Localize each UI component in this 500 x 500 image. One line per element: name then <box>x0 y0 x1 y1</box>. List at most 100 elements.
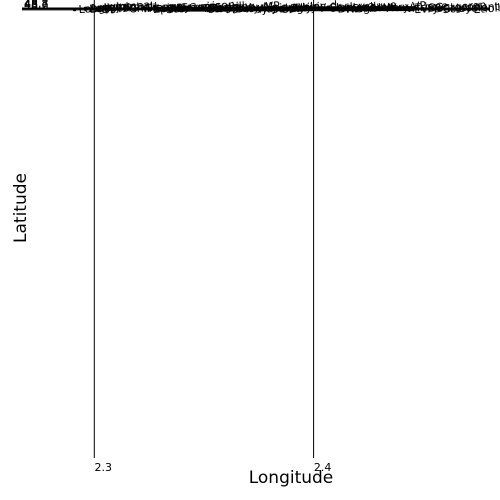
place-dot <box>83 7 88 11</box>
place-label: Montgeron <box>427 0 487 16</box>
place-label: Antony <box>89 0 129 15</box>
place-dot <box>147 7 151 11</box>
place-dot <box>140 6 145 11</box>
place-label: Evry <box>414 2 440 17</box>
place-marker: Longpont <box>72 0 131 16</box>
place-dot <box>322 6 327 11</box>
y-axis-title: Latitude <box>11 173 31 243</box>
place-label: Longpont <box>78 0 131 16</box>
place-label: Villiers <box>102 0 140 16</box>
place-dot <box>265 7 270 12</box>
place-marker: Wissous <box>136 0 187 15</box>
place-dot <box>340 7 344 12</box>
grid-layer <box>22 0 490 458</box>
place-marker: VSG <box>414 1 444 16</box>
place-dot <box>256 7 261 11</box>
place-marker: Evry <box>408 2 440 17</box>
place-marker: V.Triage <box>399 0 449 15</box>
place-marker: Ste-Genev. <box>160 0 227 16</box>
place-marker: Ballainv. <box>83 0 136 16</box>
place-marker: Rungis <box>197 0 241 15</box>
place-dot <box>377 6 382 11</box>
place-dot <box>414 6 419 11</box>
place-label: Athis <box>291 1 320 16</box>
place-marker: Chilly <box>123 0 161 16</box>
place-markers: AntonyFresnesChevillyThiaisChoisyVitry-V… <box>72 0 500 17</box>
place-label: V.Triage <box>405 0 449 15</box>
x-axis-title: Longitude <box>249 468 334 488</box>
place-dot <box>202 7 206 12</box>
place-marker: Ris-O. <box>340 1 379 16</box>
place-dot <box>136 6 140 11</box>
tick-labels: 2.3 2.4 48.648.748.8 <box>24 0 331 474</box>
place-label: Draveil <box>337 0 377 16</box>
place-marker: Choisy <box>322 0 366 15</box>
place-label: Thiais <box>292 0 326 15</box>
place-label: Villemoisson <box>166 0 236 16</box>
place-label: Vigneux <box>352 0 398 16</box>
y-tick-label: 48.7 <box>24 0 49 11</box>
place-dot <box>219 7 224 12</box>
y-tick-label: 48.6 <box>24 0 49 12</box>
place-label: Chevilly <box>208 0 253 15</box>
place-label: Ste-Genev. <box>166 0 227 16</box>
place-marker: Draveil <box>331 0 377 16</box>
place-marker: Epinay <box>147 0 191 16</box>
place-marker: Ablon <box>357 0 395 15</box>
place-label: Etiolles <box>473 0 500 16</box>
place-marker: St-Michel <box>96 0 154 16</box>
place-dot <box>467 7 472 12</box>
place-dot <box>357 6 362 11</box>
place-dot <box>331 7 336 11</box>
place-label: Chilly <box>129 0 161 15</box>
y-tick-label: 48.8 <box>24 0 49 10</box>
place-dot <box>123 7 127 11</box>
place-label: Rungis <box>203 0 241 15</box>
place-marker: Valenton <box>458 0 500 15</box>
place-marker: Montgeron <box>421 0 487 16</box>
place-label: Ris-O. <box>346 1 379 16</box>
place-dot <box>274 7 279 12</box>
place-label: Wissous <box>142 0 188 15</box>
place-label: Paray-VP <box>232 0 281 16</box>
place-label: Soisy <box>442 1 472 16</box>
place-label: Longjumeau <box>89 0 158 16</box>
place-label: Valenton <box>464 0 500 15</box>
place-dot <box>346 7 351 11</box>
place-label: Vitry-VP <box>383 0 427 15</box>
place-dot <box>226 7 230 11</box>
place-label: Grigny <box>280 0 318 16</box>
x-tick-label: 2.3 <box>95 461 113 474</box>
place-label: VSG <box>420 1 444 16</box>
place-label: Morangis <box>170 0 221 16</box>
place-dot <box>160 7 165 12</box>
place-dot <box>285 6 290 11</box>
place-marker: Etiolles <box>467 0 500 16</box>
place-label: Ballainv. <box>89 0 136 16</box>
place-label: Fleury-M. <box>225 0 277 16</box>
place-dot <box>399 6 404 11</box>
place-marker: Vitry-VP <box>377 0 427 15</box>
place-dot <box>250 7 254 12</box>
place-dot <box>458 6 463 11</box>
place-dot <box>72 7 77 12</box>
place-dot <box>164 7 169 11</box>
place-marker: Morsang <box>202 0 255 16</box>
place-marker: Saint-eloy-d <box>265 0 338 16</box>
place-dot <box>421 7 426 11</box>
place-label: Epinay <box>153 0 192 16</box>
x-tick-label: 2.4 <box>314 461 332 474</box>
place-label: Savigny <box>208 0 253 16</box>
place-label: Orly <box>289 1 313 16</box>
place-marker: Soisy <box>436 1 473 16</box>
place-marker: Athis <box>285 1 320 16</box>
place-dot <box>408 7 412 12</box>
place-marker: Morangis <box>164 0 222 16</box>
place-marker: Fleury-M. <box>219 0 277 16</box>
place-dot <box>96 7 101 12</box>
place-marker: Grigny <box>274 0 318 16</box>
place-label: Choisy <box>328 0 366 15</box>
place-label: Villeneuve <box>339 0 397 15</box>
place-marker: Juvisy <box>256 1 296 16</box>
place-label: Juvisy <box>261 1 295 16</box>
